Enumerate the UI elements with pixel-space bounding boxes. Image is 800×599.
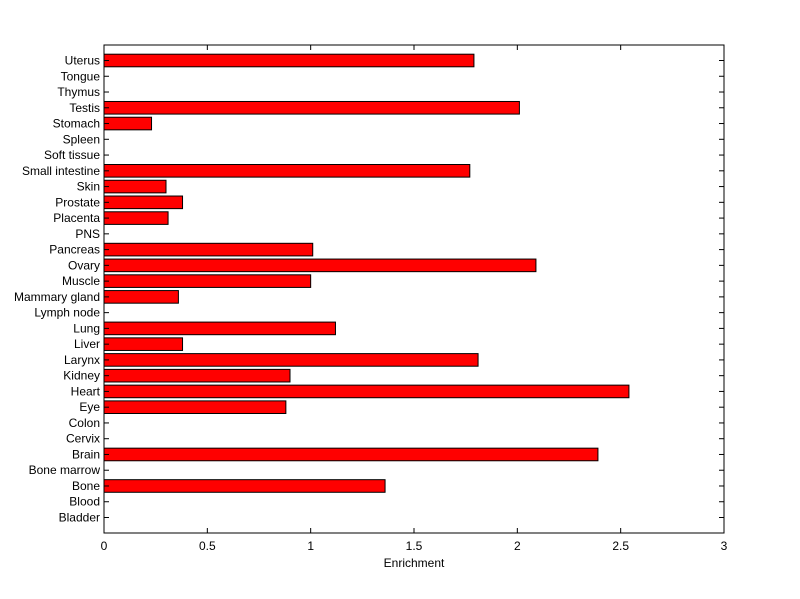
x-tick-label: 0 bbox=[101, 539, 108, 553]
category-label-pancreas: Pancreas bbox=[49, 243, 100, 257]
bar-muscle bbox=[103, 274, 312, 288]
category-label-prostate: Prostate bbox=[55, 195, 100, 209]
category-label-muscle: Muscle bbox=[62, 274, 100, 288]
bar-eye bbox=[103, 400, 287, 414]
bar-placenta bbox=[103, 211, 169, 225]
category-label-small-intestine: Small intestine bbox=[22, 164, 100, 178]
category-label-placenta: Placenta bbox=[53, 211, 100, 225]
bar-brain bbox=[103, 447, 599, 462]
bar-liver bbox=[103, 337, 184, 351]
bar-heart bbox=[103, 384, 630, 399]
category-label-mammary-gland: Mammary gland bbox=[14, 290, 100, 304]
category-label-larynx: Larynx bbox=[64, 353, 100, 367]
category-label-lymph-node: Lymph node bbox=[34, 306, 100, 320]
category-label-thymus: Thymus bbox=[57, 85, 100, 99]
category-label-eye: Eye bbox=[79, 400, 100, 414]
ticks-group bbox=[103, 45, 725, 533]
bar-mammary-gland bbox=[103, 290, 179, 304]
category-label-bone: Bone bbox=[72, 479, 100, 493]
x-tick-label: 2 bbox=[514, 539, 521, 553]
category-label-stomach: Stomach bbox=[53, 117, 100, 131]
x-tick-label: 1.5 bbox=[406, 539, 423, 553]
x-tick-label: 0.5 bbox=[199, 539, 216, 553]
bars-group bbox=[103, 53, 630, 493]
bar-testis bbox=[103, 100, 520, 115]
bar-pancreas bbox=[103, 242, 314, 257]
bar-larynx bbox=[103, 353, 479, 367]
category-label-bladder: Bladder bbox=[59, 511, 100, 525]
category-label-lung: Lung bbox=[73, 321, 100, 335]
bar-lung bbox=[103, 321, 336, 336]
category-label-heart: Heart bbox=[71, 384, 101, 398]
category-label-tongue: Tongue bbox=[61, 69, 101, 83]
category-label-brain: Brain bbox=[72, 447, 100, 461]
bar-kidney bbox=[103, 368, 291, 383]
bar-uterus bbox=[103, 53, 475, 68]
category-label-liver: Liver bbox=[74, 337, 100, 351]
category-label-bone-marrow: Bone marrow bbox=[29, 463, 101, 477]
bar-skin bbox=[103, 179, 167, 194]
category-label-colon: Colon bbox=[69, 416, 100, 430]
x-tick-label: 2.5 bbox=[612, 539, 629, 553]
category-label-spleen: Spleen bbox=[63, 132, 100, 146]
bar-small-intestine bbox=[103, 164, 471, 178]
x-tick-labels: 0 0.5 1 1.5 2 2.5 3 bbox=[101, 539, 728, 553]
category-label-blood: Blood bbox=[69, 495, 100, 509]
bar-prostate bbox=[103, 195, 184, 210]
category-label-pns: PNS bbox=[75, 227, 100, 241]
category-label-uterus: Uterus bbox=[65, 54, 100, 68]
category-label-testis: Testis bbox=[69, 101, 100, 115]
bar-stomach bbox=[103, 116, 153, 131]
x-axis-title: Enrichment bbox=[384, 556, 445, 570]
bar-ovary bbox=[103, 258, 537, 273]
category-label-skin: Skin bbox=[77, 180, 100, 194]
category-label-cervix: Cervix bbox=[66, 432, 100, 446]
category-label-kidney: Kidney bbox=[63, 369, 100, 383]
x-tick-label: 3 bbox=[721, 539, 728, 553]
x-tick-label: 1 bbox=[307, 539, 314, 553]
bar-bone bbox=[103, 479, 386, 493]
category-label-ovary: Ovary bbox=[68, 258, 100, 272]
category-label-soft-tissue: Soft tissue bbox=[44, 148, 100, 162]
